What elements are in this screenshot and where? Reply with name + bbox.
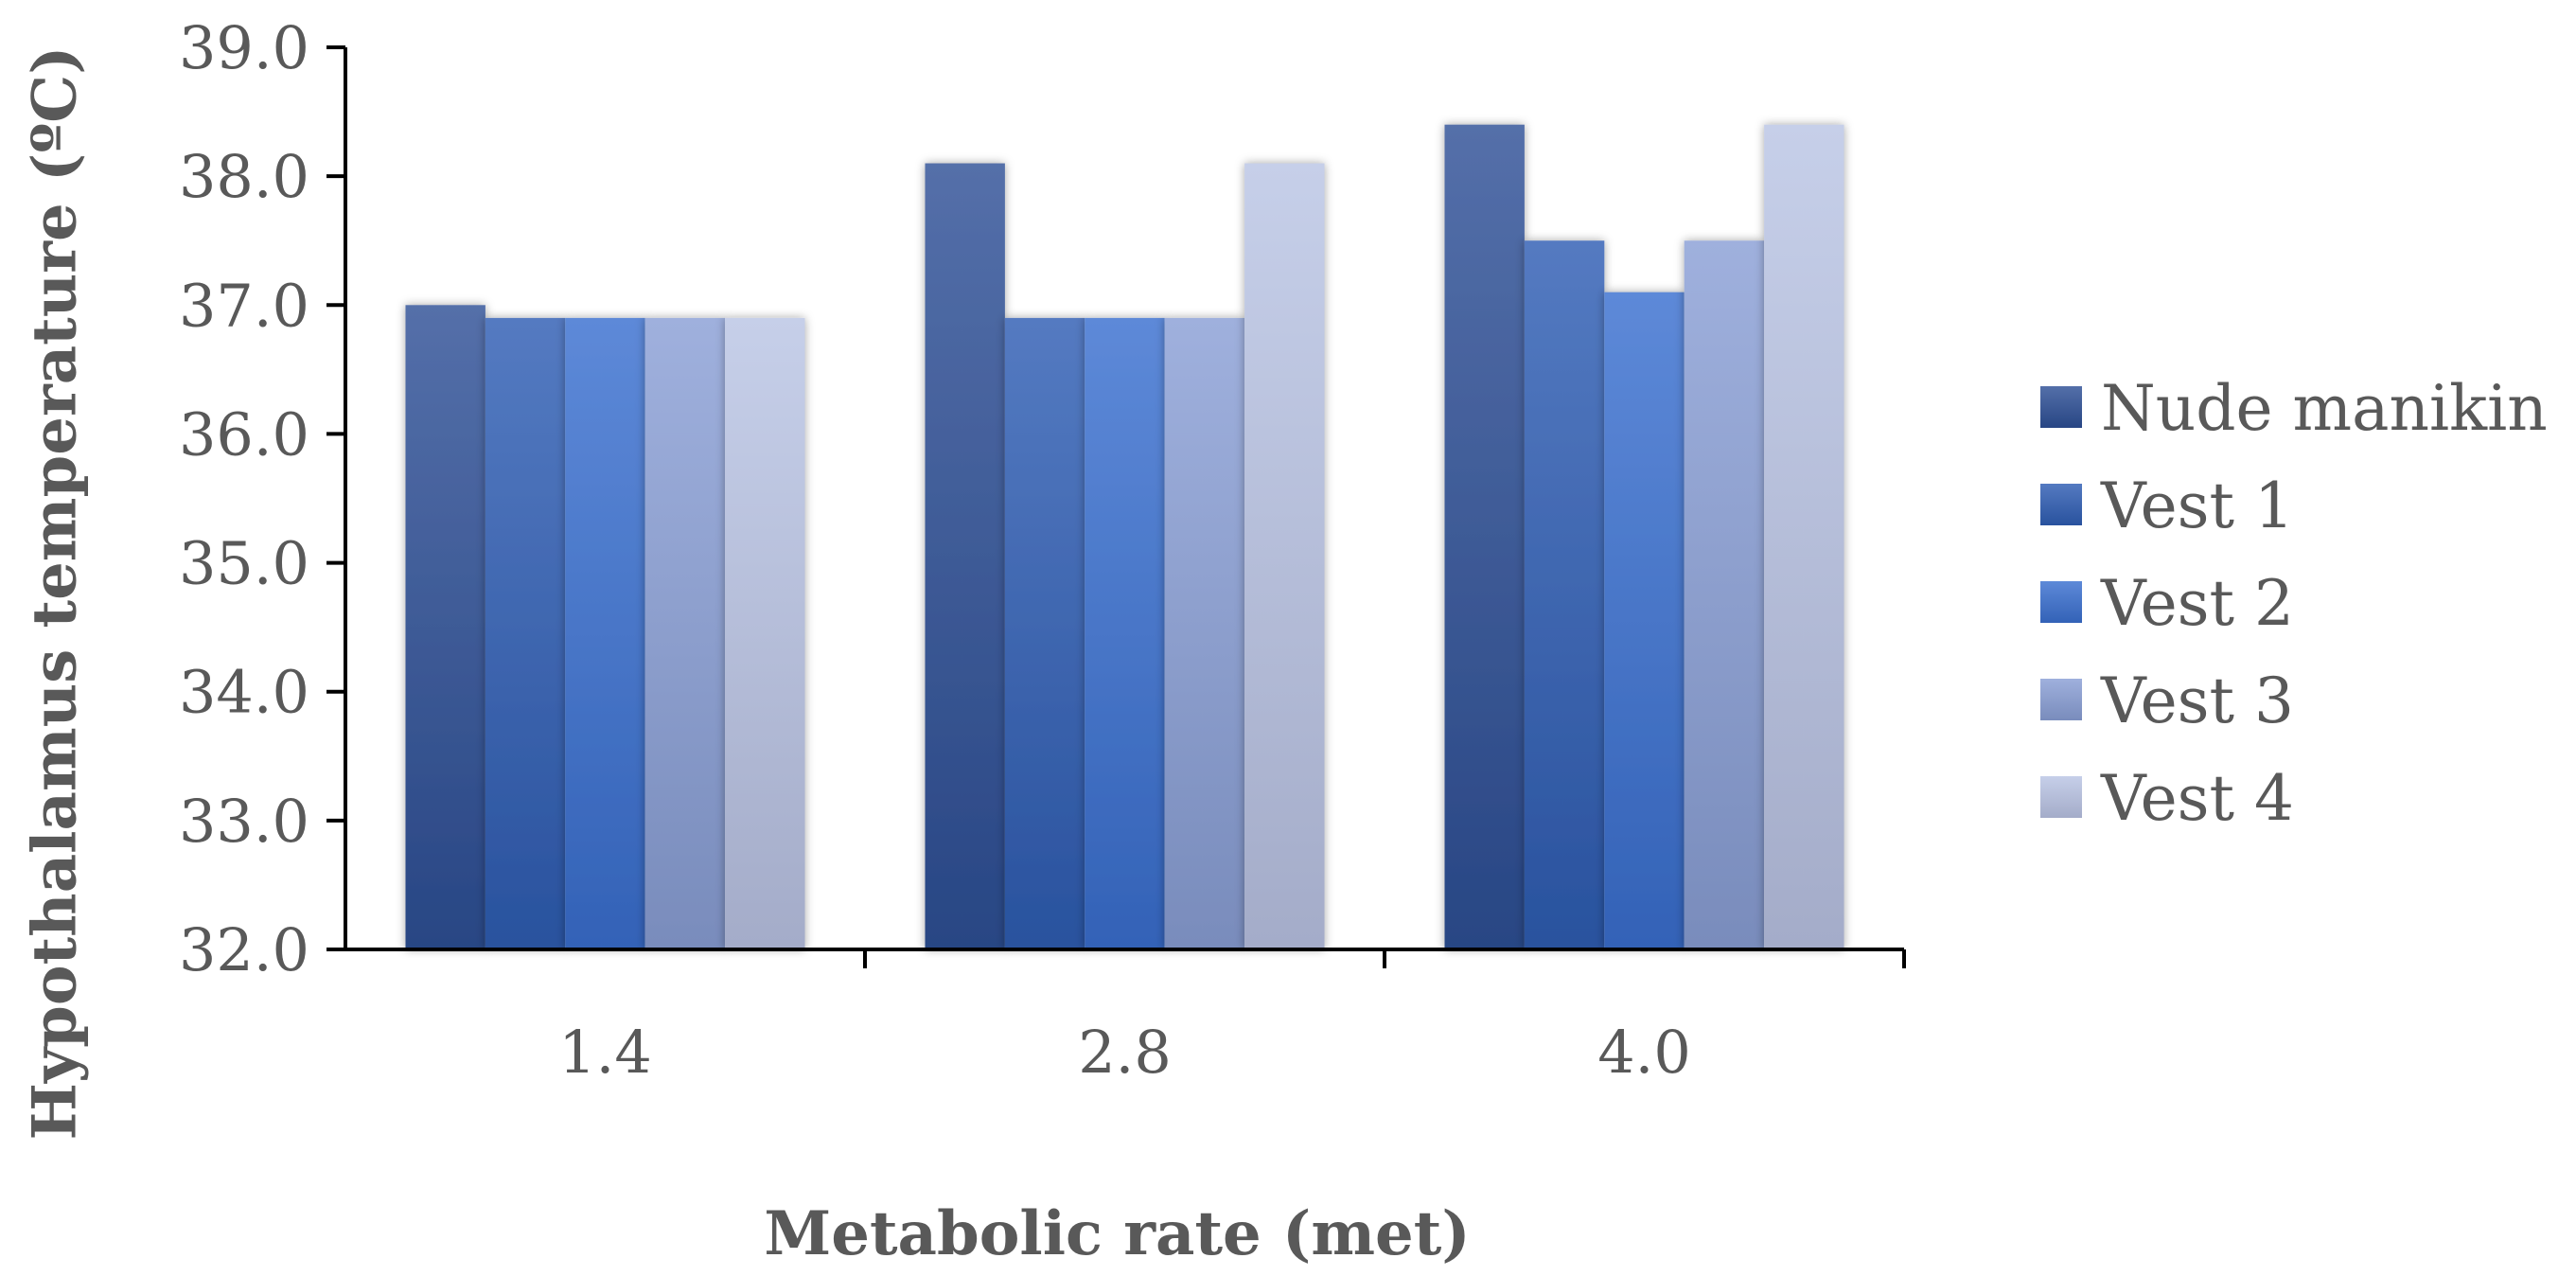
y-tick-label: 35.0 [179, 529, 309, 598]
legend-label: Nude manikin [2101, 372, 2548, 445]
bar-vest-2-1-4 [565, 317, 645, 949]
y-ticks: 32.0 33.0 34.0 35.0 36.0 37.0 38.0 39.0 [179, 13, 345, 984]
bar-vest-3-4-0 [1684, 240, 1765, 949]
x-tick-label: 1.4 [558, 1018, 652, 1087]
legend-label: Vest 4 [2100, 762, 2294, 835]
legend-label: Vest 2 [2100, 567, 2294, 640]
y-tick-label: 33.0 [179, 787, 309, 856]
legend-swatch [2040, 484, 2082, 525]
bar-nude-manikin-2-8 [925, 163, 1005, 949]
x-tick-label: 4.0 [1597, 1018, 1691, 1087]
x-tick-label: 2.8 [1078, 1018, 1172, 1087]
bar-vest-2-4-0 [1604, 292, 1685, 950]
y-tick-label: 37.0 [179, 271, 309, 340]
legend-swatch [2040, 581, 2082, 623]
bar-vest-3-1-4 [644, 317, 726, 949]
x-ticks: 1.4 2.8 4.0 [558, 949, 1906, 1087]
legend-swatch [2040, 386, 2082, 428]
bar-nude-manikin-1-4 [405, 305, 485, 949]
legend-swatch [2040, 776, 2082, 818]
bar-nude-manikin-4-0 [1444, 124, 1525, 949]
bar-vest-4-1-4 [725, 317, 805, 949]
y-tick-label: 38.0 [179, 142, 309, 211]
legend-label: Vest 1 [2100, 470, 2294, 542]
bar-vest-1-2-8 [1004, 317, 1085, 949]
y-tick-label: 39.0 [179, 13, 309, 82]
bar-vest-4-2-8 [1244, 163, 1325, 949]
axes-layer [344, 47, 1904, 951]
y-tick-label: 34.0 [179, 658, 309, 727]
y-tick-label: 32.0 [179, 915, 309, 984]
y-axis-title: Hypothalamus temperature (ºC) [20, 46, 91, 1141]
legend-swatch [2040, 679, 2082, 720]
bar-vest-3-2-8 [1164, 317, 1245, 949]
legend: Nude manikin Vest 1 Vest 2 Vest 3 Vest 4 [2040, 372, 2548, 835]
bars-layer [405, 124, 1844, 950]
y-tick-label: 36.0 [179, 399, 309, 469]
x-axis-title: Metabolic rate (met) [764, 1198, 1470, 1269]
bar-vest-2-2-8 [1085, 317, 1165, 949]
legend-label: Vest 3 [2100, 665, 2294, 737]
bar-vest-1-1-4 [485, 317, 566, 949]
bar-vest-1-4-0 [1524, 240, 1605, 949]
bar-vest-4-4-0 [1764, 124, 1844, 949]
